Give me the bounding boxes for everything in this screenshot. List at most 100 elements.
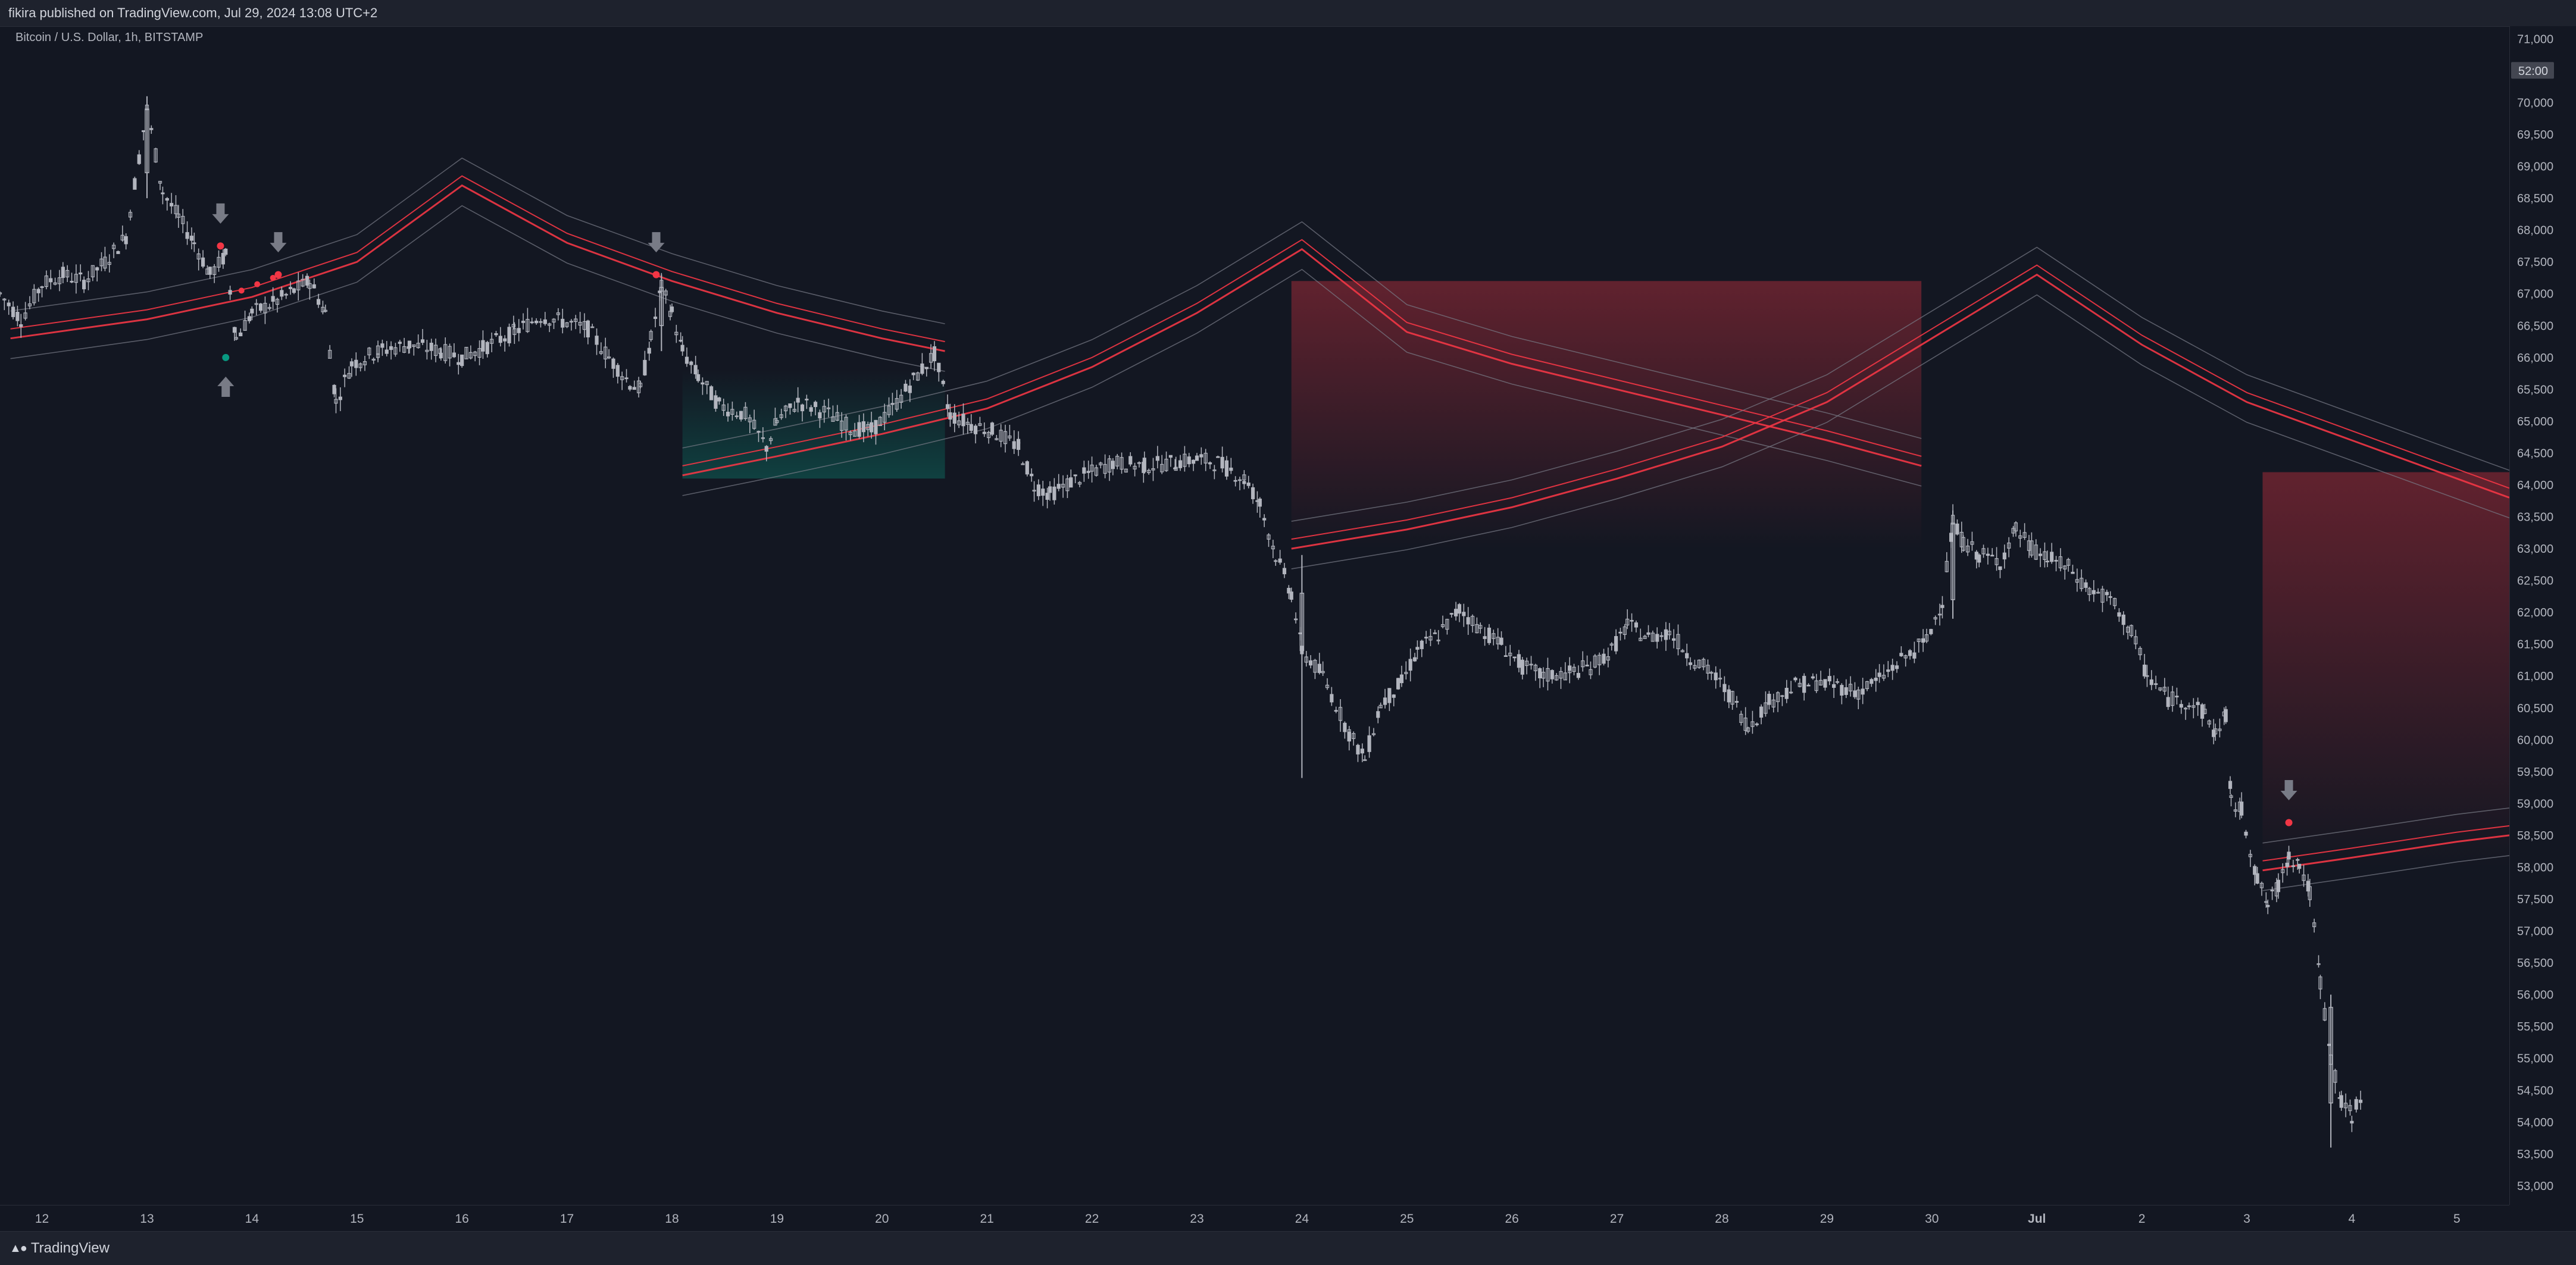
candle-body <box>1032 490 1036 491</box>
candle-body <box>1789 691 1793 694</box>
candle-body <box>1242 481 1246 484</box>
candle-body <box>239 332 243 337</box>
candle-body <box>1173 467 1177 469</box>
time-tick-label: 27 <box>1610 1212 1624 1226</box>
price-chart[interactable] <box>0 26 2510 1205</box>
price-tick-label: 65,500 <box>2517 383 2553 396</box>
candle-body <box>1827 676 1831 682</box>
candle-body <box>1415 647 1420 650</box>
candle-body <box>1082 467 1086 474</box>
footer-bar: ▲● TradingView <box>0 1231 2576 1265</box>
candle-body <box>61 267 65 278</box>
candle-body <box>2322 1008 2327 1021</box>
candle-body <box>1714 672 1718 681</box>
candle-body <box>2154 683 2158 685</box>
candle-body <box>595 336 599 345</box>
candle-body <box>796 397 800 403</box>
candle-body <box>2276 879 2281 893</box>
candle-body <box>1392 694 1396 698</box>
price-tick-label: 63,000 <box>2517 543 2553 556</box>
candle-body <box>1870 679 1874 684</box>
candle-body <box>367 347 371 356</box>
candle-body <box>19 324 23 327</box>
envelope-line <box>682 221 1922 449</box>
candle-body <box>460 354 464 367</box>
candle-body <box>1224 460 1229 477</box>
price-tick-label: 71,000 <box>2517 33 2553 46</box>
candle-body <box>174 205 178 214</box>
candle-body <box>332 384 336 394</box>
candle-body <box>1174 466 1178 471</box>
candle-body <box>1052 486 1056 500</box>
candle-body <box>1908 650 1912 656</box>
candle-body <box>1559 671 1563 679</box>
candle-body <box>1784 687 1789 699</box>
candle-body <box>726 412 730 417</box>
candle-body <box>2162 687 2167 692</box>
candle-body <box>1802 675 1806 693</box>
candle-body <box>511 324 515 328</box>
candle-body <box>86 278 90 283</box>
candle-body <box>664 290 668 296</box>
candle-body <box>2248 854 2252 857</box>
candle-body <box>308 283 312 289</box>
candle-body <box>924 367 929 370</box>
candle-body <box>952 412 956 424</box>
candle-body <box>908 385 912 393</box>
candle-body <box>1881 675 1886 679</box>
candle-body <box>2043 551 2047 560</box>
candle-body <box>599 351 603 354</box>
chart-area[interactable] <box>0 26 2510 1205</box>
time-tick-label: 4 <box>2349 1212 2356 1226</box>
candle-body <box>1874 677 1878 681</box>
candle-body <box>1308 660 1313 666</box>
brand[interactable]: ▲● TradingView <box>10 1240 110 1257</box>
candle-body <box>561 318 565 328</box>
candle-body <box>788 403 792 408</box>
candle-body <box>1856 689 1861 700</box>
candle-body <box>254 303 258 305</box>
candle-body <box>2063 565 2067 569</box>
candle-body <box>275 299 280 305</box>
candle-body <box>2145 675 2149 677</box>
envelope-line <box>10 184 945 352</box>
candle-body <box>95 267 99 271</box>
envelope-line <box>2262 807 2510 844</box>
candle-body <box>1899 653 1903 656</box>
candle-body <box>709 386 714 400</box>
candle-body <box>539 321 543 323</box>
candle-body <box>44 275 49 287</box>
candle-body <box>1961 537 1965 551</box>
candle-body <box>973 425 978 434</box>
price-axis[interactable]: 53,000 53,500 54,000 54,500 55,000 55,500 56,0… <box>2509 26 2576 1205</box>
candle-body <box>957 420 961 425</box>
candle-body <box>756 431 761 433</box>
candle-body <box>701 382 705 385</box>
candle-body <box>1016 442 1021 444</box>
candle-body <box>243 320 247 331</box>
candle-body <box>929 353 933 363</box>
candle-body <box>2333 1070 2337 1083</box>
candle-body <box>425 349 429 352</box>
candle-body <box>228 290 232 295</box>
zone-fill-green <box>682 370 945 479</box>
candle-body <box>2092 590 2096 594</box>
candle-body <box>358 363 362 368</box>
time-tick-label: 5 <box>2453 1212 2461 1226</box>
candle-body <box>670 306 674 312</box>
candle-body <box>507 327 511 343</box>
candle-body <box>945 404 950 409</box>
symbol-label: Bitcoin / U.S. Dollar, 1h, BITSTAMP <box>15 31 204 44</box>
candle-body <box>1325 684 1330 688</box>
candle-body <box>1755 723 1759 725</box>
time-axis[interactable]: 12 13 14 15 16 17 18 19 20 21 22 23 24 25 26 27 28 29 30 Ju… <box>0 1205 2509 1232</box>
candle-body <box>1128 456 1133 465</box>
candle-body <box>1440 624 1445 627</box>
candle-body <box>1659 635 1664 637</box>
candle-body <box>2067 559 2071 566</box>
candle-body <box>1216 456 1220 458</box>
candle-body <box>1630 619 1634 622</box>
candle-body <box>0 292 2 295</box>
time-tick-label: 3 <box>2243 1212 2250 1226</box>
candle-body <box>680 345 684 352</box>
